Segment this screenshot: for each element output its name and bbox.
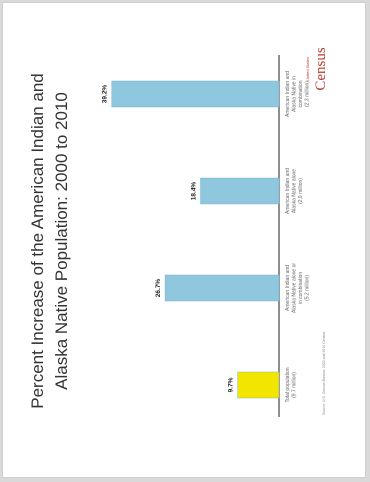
census-logo-top-text: United States xyxy=(305,57,310,81)
value-label-3: 18.4% xyxy=(190,182,197,201)
category-label-1-line-2: (9.7 million) xyxy=(292,372,298,398)
census-logo: United States Census xyxy=(305,47,329,91)
census-logo-wordmark: Census xyxy=(313,47,329,91)
category-label-2-line-3: in combination xyxy=(298,272,304,304)
chart-svg: Percent Increase of the American Indian … xyxy=(28,47,329,417)
category-label-3-line-1: American Indian and xyxy=(285,168,291,214)
category-label-3-line-3: (2.9 million) xyxy=(298,178,304,204)
chart-title-line2: Alaska Native Population: 2000 to 2010 xyxy=(52,92,71,390)
chart-title-line1: Percent Increase of the American Indian … xyxy=(28,73,47,408)
category-label-4-line-3: combination xyxy=(298,80,304,107)
category-labels-group: Total population (9.7 million) American In… xyxy=(285,71,311,403)
category-label-1-line-1: Total population xyxy=(285,367,291,402)
category-label-3-line-2: Alaska Native alone xyxy=(292,169,298,213)
category-label-4-line-4: (2.3 million) xyxy=(305,81,311,107)
category-label-2-line-4: (5.2 million) xyxy=(305,275,311,301)
slide-frame: Percent Increase of the American Indian … xyxy=(2,2,366,478)
category-label-2-line-1: American Indian and xyxy=(285,265,291,311)
value-label-1: 9.7% xyxy=(228,377,235,392)
category-label-2-line-2: Alaska Native alone or xyxy=(292,263,298,313)
rotated-slide: Percent Increase of the American Indian … xyxy=(3,3,365,477)
value-label-2: 26.7% xyxy=(155,279,162,298)
bar-2 xyxy=(164,274,280,302)
bars-group: 9.7% 26.7% 18.4% 39.2% xyxy=(102,80,280,399)
source-note: Source: U.S. Census Bureau, 2000 and 201… xyxy=(322,331,326,415)
category-label-4-line-1: American Indian and xyxy=(285,71,291,117)
bar-3 xyxy=(200,177,280,205)
bar-4 xyxy=(111,80,280,108)
value-label-4: 39.2% xyxy=(102,85,109,104)
bar-1 xyxy=(237,371,280,399)
category-label-4-line-2: Alaska Native in xyxy=(292,76,298,112)
